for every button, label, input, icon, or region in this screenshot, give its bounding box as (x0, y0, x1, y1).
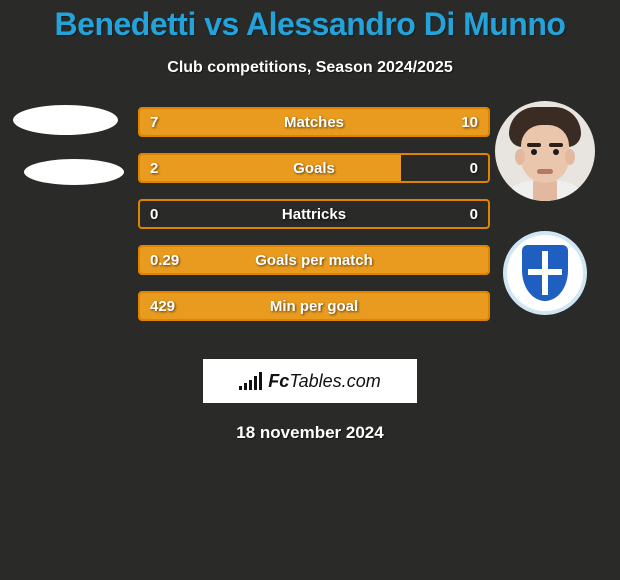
shield-icon (522, 245, 568, 301)
right-player-photo (495, 101, 595, 201)
left-player-column (0, 107, 130, 185)
snapshot-date: 18 november 2024 (0, 423, 620, 443)
left-player-photo-placeholder (13, 105, 118, 135)
stat-label: Goals per match (140, 247, 488, 273)
right-player-column (490, 107, 600, 315)
stat-label: Matches (140, 109, 488, 135)
stats-panel: 710Matches 20Goals 00Hattricks 0.29Goals pe… (138, 107, 490, 337)
bar-chart-icon (239, 372, 262, 390)
stat-row: 710Matches (138, 107, 490, 137)
brand-badge: FcTables.com (203, 359, 417, 403)
stat-row: 20Goals (138, 153, 490, 183)
stat-label: Min per goal (140, 293, 488, 319)
stat-row: 00Hattricks (138, 199, 490, 229)
stat-row: 0.29Goals per match (138, 245, 490, 275)
season-subtitle: Club competitions, Season 2024/2025 (0, 59, 620, 77)
stat-label: Hattricks (140, 201, 488, 227)
page-title: Benedetti vs Alessandro Di Munno (0, 0, 620, 43)
compare-area: 710Matches 20Goals 00Hattricks 0.29Goals pe… (0, 107, 620, 347)
brand-text: FcTables.com (268, 371, 380, 392)
stat-row: 429Min per goal (138, 291, 490, 321)
right-club-crest (503, 231, 587, 315)
left-club-logo-placeholder (24, 159, 124, 185)
stat-label: Goals (140, 155, 488, 181)
